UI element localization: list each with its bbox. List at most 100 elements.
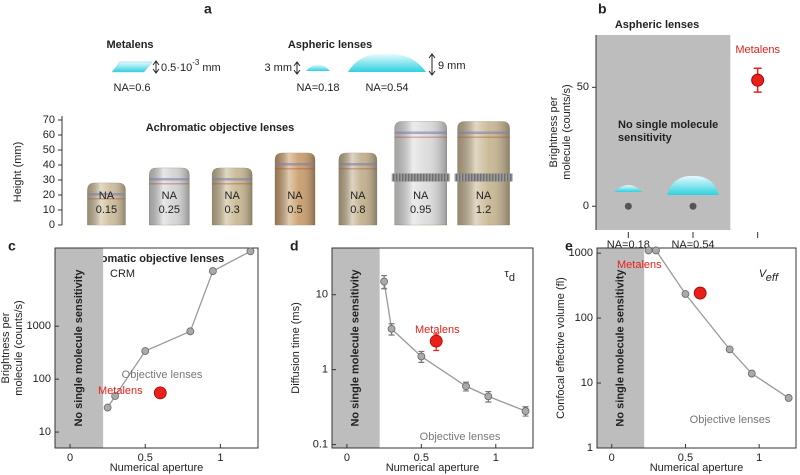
y-tick-label: 100 (33, 373, 51, 385)
symbol-sub: eff (766, 272, 779, 284)
data-point (784, 394, 793, 402)
small-size: 3 mm (265, 62, 293, 74)
y-tick-label: 50 (577, 81, 589, 93)
y-axis-label: molecule (counts/s) (561, 84, 573, 179)
x-tick-label: 0.5 (138, 452, 153, 464)
data-point (462, 382, 470, 391)
panel-letter: b (598, 1, 607, 17)
large-size: 9 mm (438, 60, 466, 72)
symbol-main: CRM (110, 268, 135, 280)
plot-frame (331, 247, 534, 449)
lens-band (149, 183, 190, 185)
large-na: NA=0.54 (365, 82, 408, 94)
series-label: Metalens (98, 385, 143, 397)
x-tick-label: 0 (609, 452, 615, 464)
x-tick-label: 0.95 (410, 204, 431, 216)
data-point (681, 290, 690, 298)
small-lens-icon (306, 64, 330, 71)
y-tick-label: 0.1 (313, 438, 328, 450)
large-lens-icon (348, 53, 426, 72)
size-arrow (293, 61, 301, 75)
x-axis-label: Numerical aperture (386, 462, 480, 474)
x-tick-label: 1.2 (476, 204, 491, 216)
series-label: Metalens (617, 259, 662, 271)
lens-band (212, 178, 253, 181)
y-tick-label: 10 (43, 204, 55, 216)
data-point (208, 267, 217, 275)
data-point (246, 247, 255, 256)
y-axis-label: molecule (counts/s) (13, 300, 25, 395)
series-label: Objective lenses (690, 414, 771, 426)
series-line (383, 281, 526, 412)
data-point (186, 327, 195, 336)
x-axis-label: Numerical aperture (110, 462, 204, 474)
y-tick-label: 100 (575, 312, 593, 324)
y-tick-label: 60 (43, 129, 55, 141)
data-point (644, 246, 653, 255)
y-tick-label: 50 (43, 144, 55, 156)
na-prefix: NA (287, 190, 303, 202)
metalens-na: NA=0.6 (114, 82, 151, 94)
series-label: Objective lenses (420, 431, 501, 443)
metalens-icon (111, 61, 153, 73)
x-tick-label: 1 (756, 452, 762, 464)
na-prefix: NA (162, 190, 178, 202)
annotation: No single molecule sensitivity (350, 269, 362, 427)
symbol: Veff (759, 268, 779, 284)
na-prefix: NA (225, 190, 241, 202)
x-tick-label: 0.5 (414, 452, 429, 464)
symbol-main: τ (505, 268, 510, 280)
lens-band (87, 198, 126, 200)
size-base: 0.5·10 (161, 62, 192, 74)
lens-icon (667, 175, 719, 195)
data-point (103, 403, 112, 412)
data-point (484, 392, 493, 401)
data-point (689, 202, 697, 210)
data-point (141, 347, 150, 355)
panel-letter: c (8, 238, 16, 254)
data-point (387, 324, 396, 333)
annotation: No single molecule sensitivity (614, 269, 626, 427)
shaded-region (597, 248, 645, 448)
panel-letter: e (565, 238, 573, 254)
lens-shine (394, 121, 447, 225)
lens-shine (212, 168, 253, 225)
data-point (624, 202, 632, 210)
metalens-title: Metalens (106, 39, 153, 51)
annotation: sensitivity (618, 132, 673, 144)
y-axis-label: Brightness per (0, 312, 12, 383)
size-arrow (152, 60, 160, 74)
y-tick-label: 20 (43, 189, 55, 201)
y-axis-label: Diffusion time (ms) (290, 302, 302, 393)
lens-band (275, 163, 315, 166)
na-prefix: NA (413, 190, 429, 202)
y-tick-label: 1000 (27, 320, 51, 332)
symbol-sub: d (509, 272, 515, 284)
lens-knurl (454, 173, 513, 182)
lens-band (212, 183, 253, 185)
metalens-size: 0.5·10-3 mm (161, 58, 221, 74)
data-point (747, 369, 756, 378)
y-axis-label: Height (mm) (12, 142, 24, 203)
x-tick-label: 1 (493, 452, 499, 464)
y-tick-label: 1 (322, 364, 328, 376)
lens-band (338, 163, 377, 166)
plot-frame (596, 247, 797, 449)
lens-knurl (391, 173, 450, 182)
shaded-region (55, 248, 104, 448)
y-axis-label: Brightness per (548, 96, 560, 167)
y-tick-label: 10 (316, 289, 328, 301)
annotation: No single molecule sensitivity (73, 269, 85, 427)
size-unit: mm (199, 62, 220, 74)
symbol: τd (505, 268, 515, 284)
y-tick-label: 1000 (569, 247, 593, 259)
small-na: NA=0.18 (296, 82, 339, 94)
data-point (417, 352, 426, 361)
chart-title: Aspheric lenses (615, 19, 699, 31)
size-arrow (428, 53, 436, 76)
y-tick-label: 30 (43, 174, 55, 186)
x-tick-label: 1 (217, 452, 223, 464)
y-tick-label: 0 (583, 200, 589, 212)
data-point (652, 246, 660, 255)
